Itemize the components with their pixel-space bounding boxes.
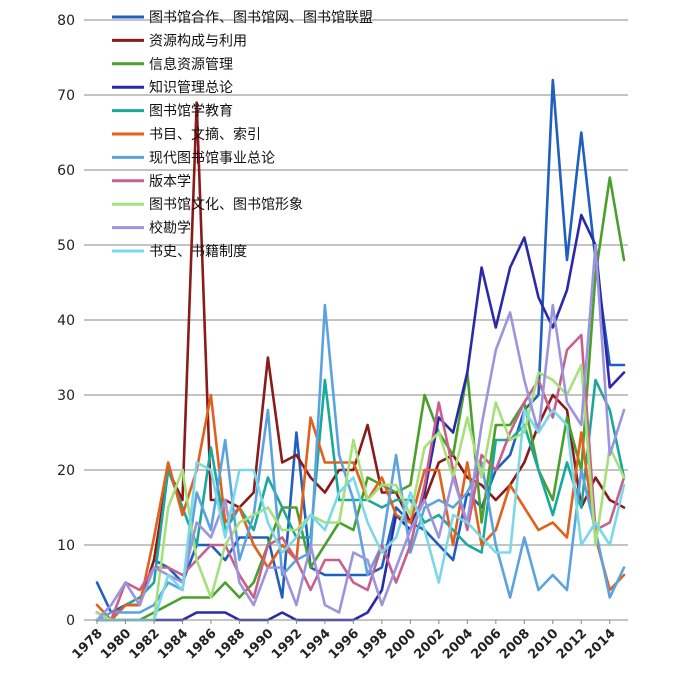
y-axis-ticks: 0 10 20 30 40 50 60 70 80 (57, 13, 75, 629)
series-line-9 (95, 363, 626, 622)
y-tick-label: 10 (57, 538, 75, 554)
y-tick-label: 50 (57, 238, 75, 254)
y-tick-label: 40 (57, 313, 75, 329)
legend-label: 版本学 (149, 174, 191, 190)
series-layer (95, 78, 626, 622)
series-line-4 (95, 213, 626, 622)
series-line-6 (95, 393, 626, 622)
legend: 图书馆合作、图书馆网、图书馆联盟资源构成与利用信息资源管理知识管理总论图书馆学教… (112, 10, 373, 260)
legend-label: 图书馆文化、图书馆形象 (149, 197, 303, 213)
y-tick-label: 30 (57, 388, 75, 404)
legend-label: 书目、文摘、索引 (149, 126, 261, 143)
legend-label: 书史、书籍制度 (149, 243, 247, 260)
legend-label: 校勘学 (149, 220, 191, 237)
y-tick-label: 20 (57, 463, 75, 479)
legend-label: 现代图书馆事业总论 (149, 150, 275, 166)
y-tick-label: 60 (57, 163, 75, 179)
legend-label: 知识管理总论 (149, 79, 233, 96)
legend-label: 资源构成与利用 (149, 33, 247, 49)
y-tick-label: 70 (57, 88, 75, 104)
y-tick-label: 0 (66, 613, 75, 629)
series-line-11 (95, 408, 626, 622)
legend-label: 图书馆合作、图书馆网、图书馆联盟 (149, 10, 373, 26)
legend-label: 图书馆学教育 (149, 104, 233, 120)
series-line-2 (95, 101, 626, 622)
y-tick-label: 80 (57, 13, 75, 29)
legend-label: 信息资源管理 (149, 56, 233, 73)
